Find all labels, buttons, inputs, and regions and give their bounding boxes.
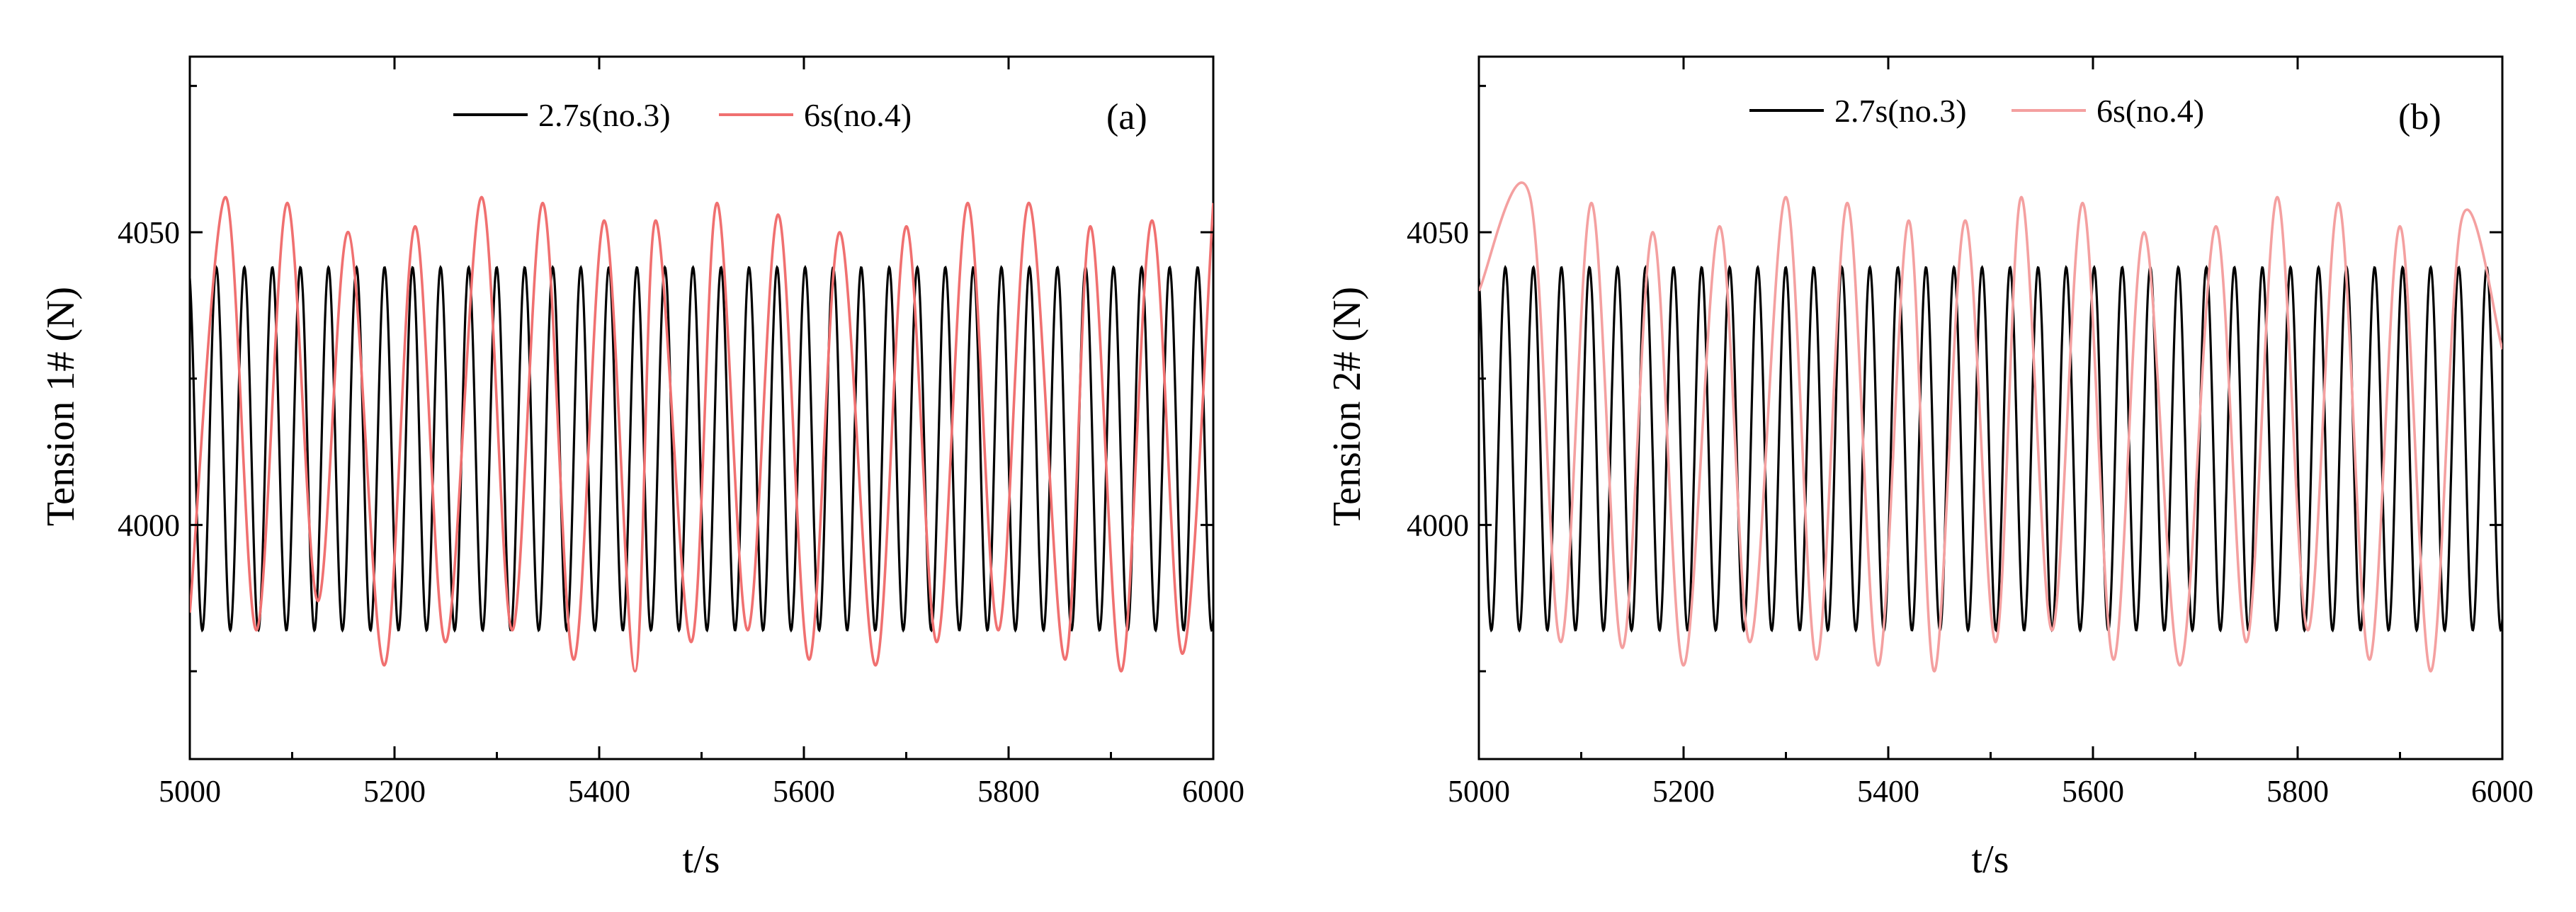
- x-tick-label: 5000: [1448, 774, 1510, 809]
- legend-label-no3: 2.7s(no.3): [1834, 93, 1967, 129]
- legend: 2.7s(no.3) 6s(no.4): [453, 97, 912, 133]
- x-tick-label: 5400: [1857, 774, 1919, 809]
- plot-frame: [1477, 55, 2504, 760]
- series-line-no4: [1479, 181, 2502, 673]
- y-tick-label: 4050: [118, 215, 180, 250]
- panel-label: (b): [2398, 97, 2441, 137]
- x-tick-label: 5600: [773, 774, 835, 809]
- legend: 2.7s(no.3) 6s(no.4): [1749, 93, 2204, 129]
- y-tick-label: 4050: [1407, 215, 1469, 250]
- series-line-no4: [190, 195, 1213, 673]
- panel-label: (a): [1106, 97, 1147, 137]
- y-tick-label: 4000: [118, 508, 180, 542]
- y-tick-label: 4000: [1407, 508, 1469, 542]
- legend-label-no3: 2.7s(no.3): [538, 97, 671, 133]
- chart-panel-a: 5000 5200 5400 5600 5800 6000 4000 4050 t/s Ten…: [39, 55, 1244, 882]
- legend-label-no4: 6s(no.4): [2096, 93, 2204, 129]
- x-tick-label: 5600: [2062, 774, 2124, 809]
- legend-label-no4: 6s(no.4): [804, 97, 912, 133]
- series-layer: [190, 195, 1213, 673]
- x-tick-label: 5200: [363, 774, 426, 809]
- x-tick-label: 5200: [1652, 774, 1715, 809]
- x-tick-label: 5800: [977, 774, 1040, 809]
- x-axis-label: t/s: [683, 838, 720, 882]
- chart-panel-b: 5000 5200 5400 5600 5800 6000 4000 4050 t/s Ten…: [1325, 55, 2534, 882]
- x-axis-label: t/s: [1972, 838, 2009, 882]
- ticks-layer: 5000 5200 5400 5600 5800 6000 4000 4050: [118, 57, 1244, 809]
- ticks-layer: 5000 5200 5400 5600 5800 6000 4000 4050: [1407, 57, 2534, 809]
- x-tick-label: 5400: [568, 774, 630, 809]
- x-tick-label: 5000: [159, 774, 221, 809]
- y-axis-label: Tension 1# (N): [39, 287, 83, 526]
- series-line-no3: [190, 265, 1213, 633]
- x-tick-label: 6000: [2471, 774, 2534, 809]
- x-tick-label: 5800: [2266, 774, 2329, 809]
- plot-frame: [188, 55, 1215, 760]
- series-layer: [1479, 181, 2502, 673]
- series-line-no3: [1479, 265, 2502, 633]
- y-axis-label: Tension 2# (N): [1325, 287, 1369, 526]
- x-tick-label: 6000: [1182, 774, 1244, 809]
